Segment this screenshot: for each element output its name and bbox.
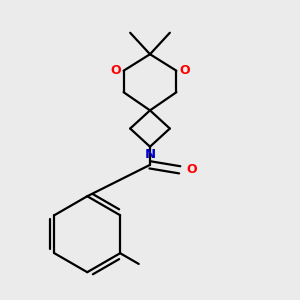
Text: O: O — [179, 64, 190, 77]
Text: N: N — [144, 148, 156, 161]
Text: O: O — [186, 163, 197, 176]
Text: O: O — [110, 64, 121, 77]
